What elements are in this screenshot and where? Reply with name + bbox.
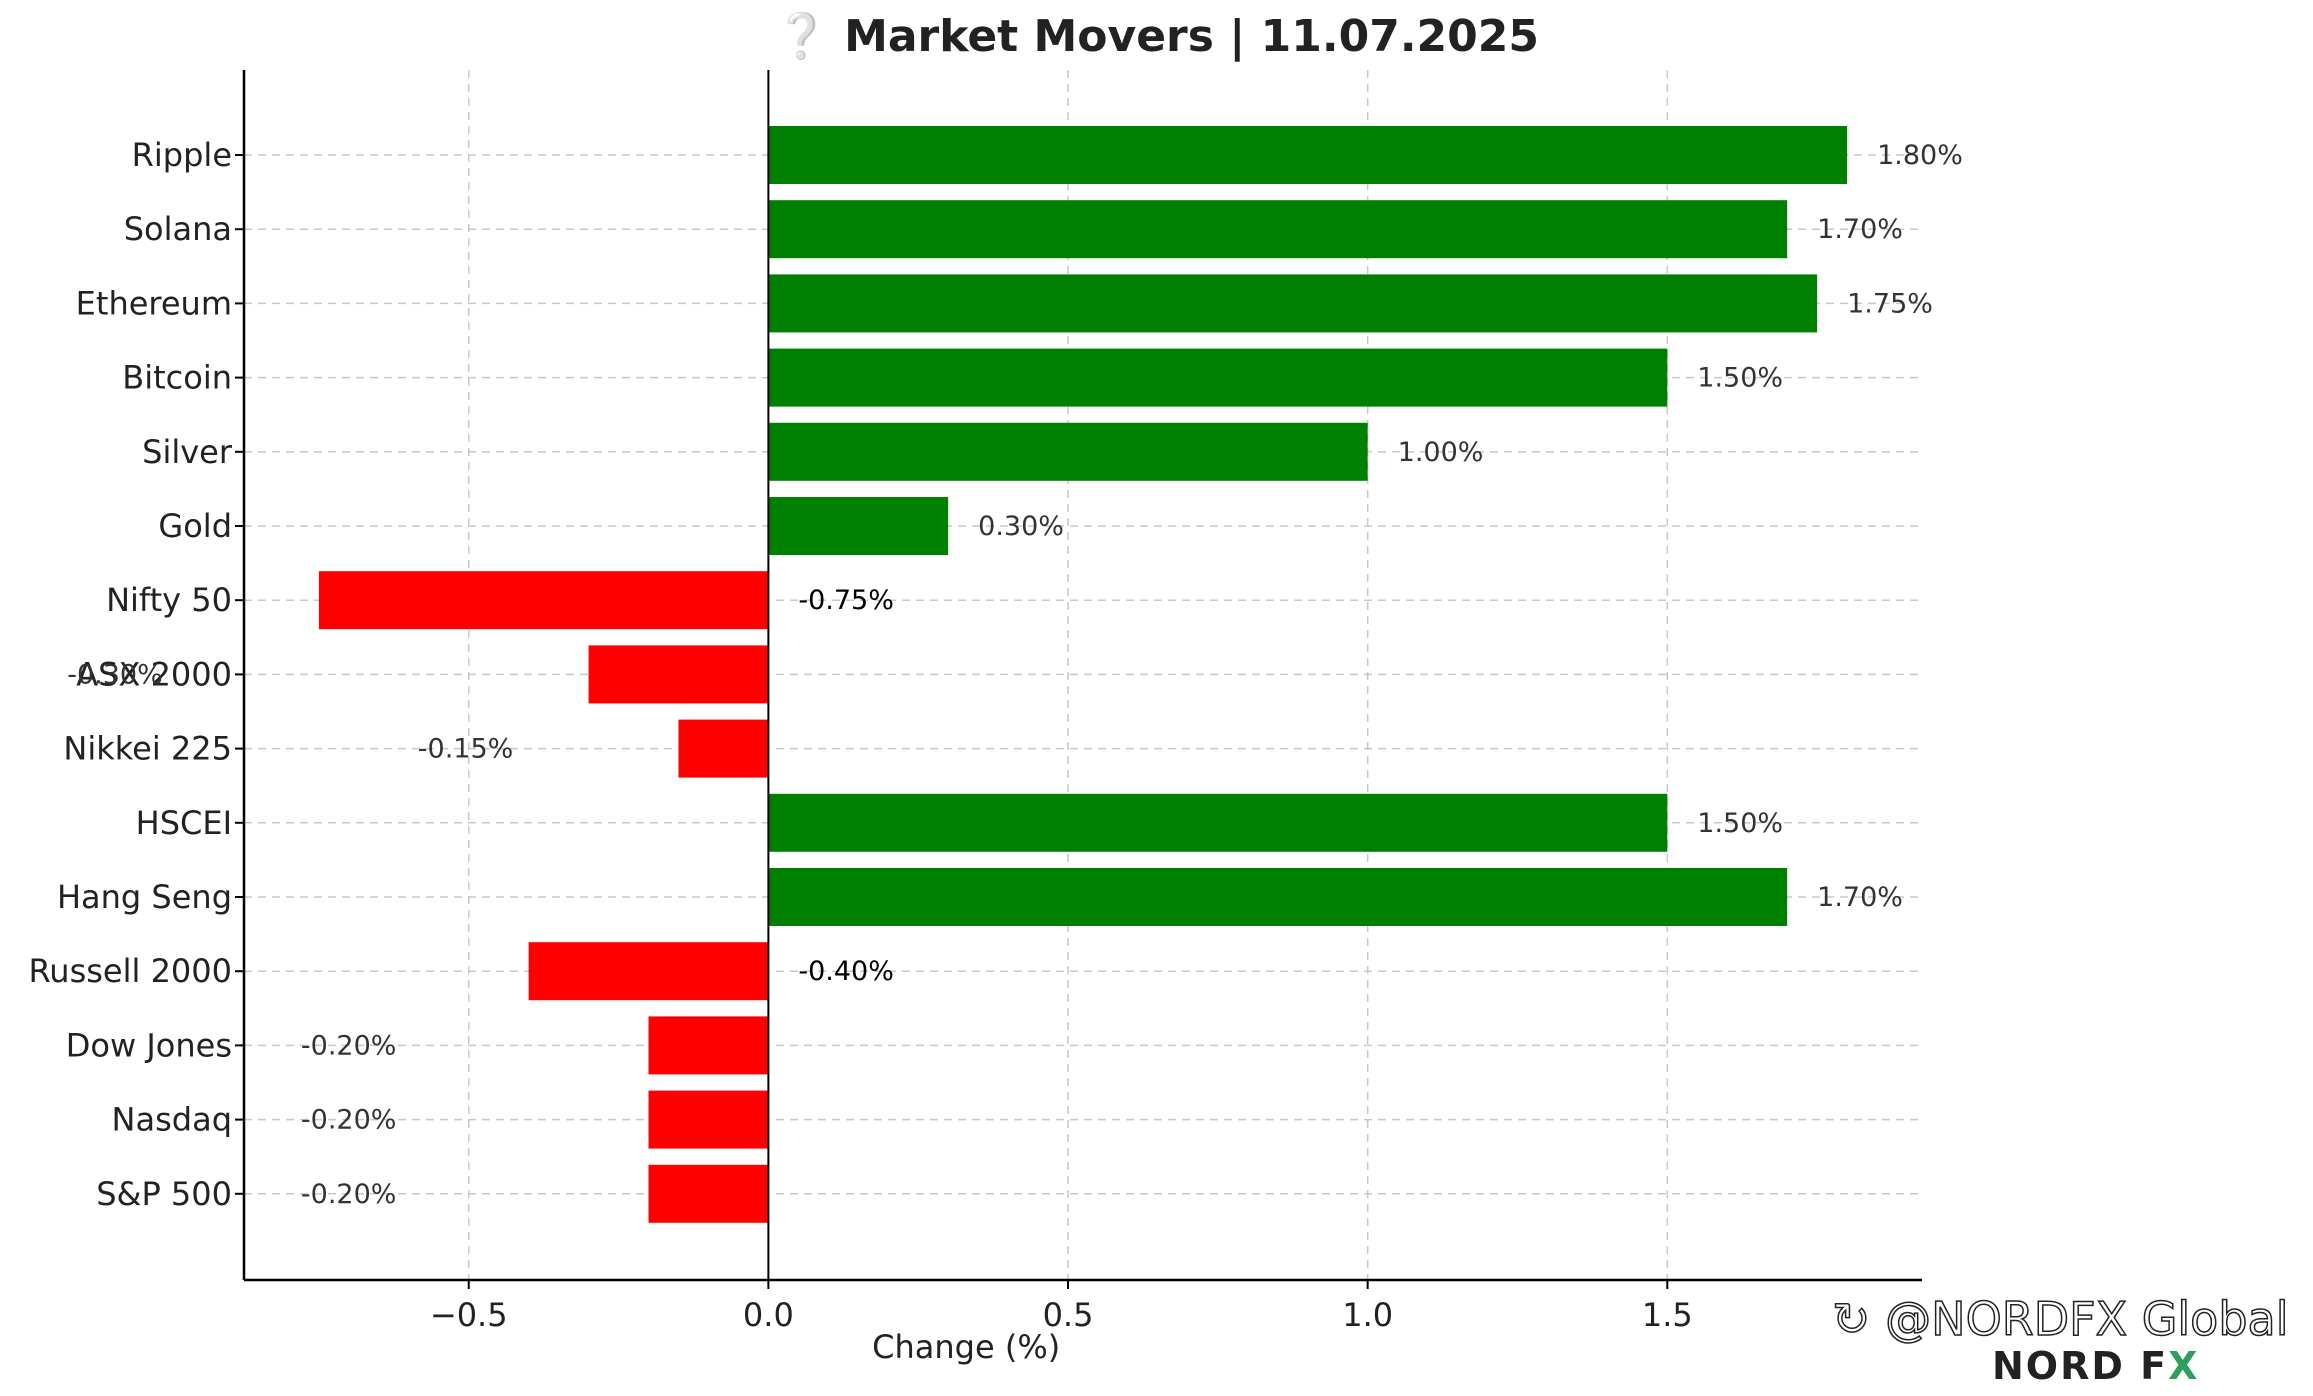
bar	[768, 497, 949, 555]
bar	[768, 274, 1818, 333]
x-tick-label: 1.5	[1642, 1296, 1693, 1334]
watermark-handle: ↻ @NORDFX Global	[1831, 1291, 2289, 1347]
data-label: -0.20%	[301, 1179, 397, 1210]
category-label: Russell 2000	[29, 952, 233, 990]
category-label: Gold	[158, 507, 232, 545]
x-tick-label: 1.0	[1342, 1296, 1393, 1334]
data-label: -0.20%	[301, 1030, 397, 1061]
data-label: 1.00%	[1398, 437, 1484, 468]
data-label: 1.80%	[1877, 140, 1963, 171]
axis-layer	[235, 70, 1922, 1289]
category-label: Bitcoin	[122, 359, 232, 397]
category-label: Dow Jones	[66, 1026, 232, 1064]
nordfx-logo: NORD FX	[1992, 1344, 2200, 1388]
x-tick-label: −0.5	[430, 1296, 508, 1334]
data-label: 1.50%	[1697, 808, 1783, 839]
bar	[648, 1016, 769, 1075]
bar-layer	[318, 126, 1848, 1223]
category-label: Nikkei 225	[63, 730, 232, 768]
bar	[528, 942, 769, 1001]
data-label: -0.20%	[301, 1105, 397, 1136]
category-label: Ripple	[132, 136, 232, 174]
category-label: Nasdaq	[112, 1101, 232, 1139]
bar	[768, 868, 1788, 926]
category-label: Nifty 50	[106, 581, 232, 619]
bar	[678, 719, 769, 778]
data-label: -0.75%	[798, 585, 894, 616]
category-label: S&P 500	[96, 1175, 232, 1213]
label-layer: −0.5 0.0 0.5 1.0 1.5 Ripple 1.80% Solana 1.70% Et…	[29, 136, 1963, 1366]
bar	[768, 422, 1368, 481]
bar	[768, 793, 1668, 852]
x-tick-label: 0.5	[1043, 1296, 1094, 1334]
category-label: Hang Seng	[57, 878, 232, 916]
data-label: 1.75%	[1847, 288, 1933, 319]
bar	[768, 200, 1788, 259]
data-label: 1.70%	[1817, 882, 1903, 913]
bar	[768, 126, 1848, 184]
bar	[588, 645, 769, 704]
x-axis-title: Change (%)	[872, 1328, 1060, 1366]
category-label: ASX 2000	[76, 655, 232, 693]
chart-title: ❔ Market Movers | 11.07.2025	[773, 11, 1540, 62]
data-label: 0.30%	[978, 511, 1064, 542]
data-label: 1.70%	[1817, 214, 1903, 245]
bar	[648, 1090, 769, 1149]
bar	[318, 571, 769, 630]
data-label: -0.15%	[418, 734, 514, 765]
watermark: ↻ @NORDFX Global NORD FX	[1831, 1291, 2308, 1388]
category-label: Solana	[124, 210, 232, 248]
data-label: -0.30%	[67, 659, 163, 690]
x-tick-label: 0.0	[743, 1296, 794, 1334]
bar	[768, 348, 1668, 407]
category-label: HSCEI	[136, 804, 232, 842]
data-label: 1.50%	[1697, 363, 1783, 394]
category-label: Silver	[142, 433, 233, 471]
data-label: -0.40%	[798, 956, 894, 987]
bar	[648, 1164, 769, 1223]
category-label: Ethereum	[76, 284, 232, 322]
